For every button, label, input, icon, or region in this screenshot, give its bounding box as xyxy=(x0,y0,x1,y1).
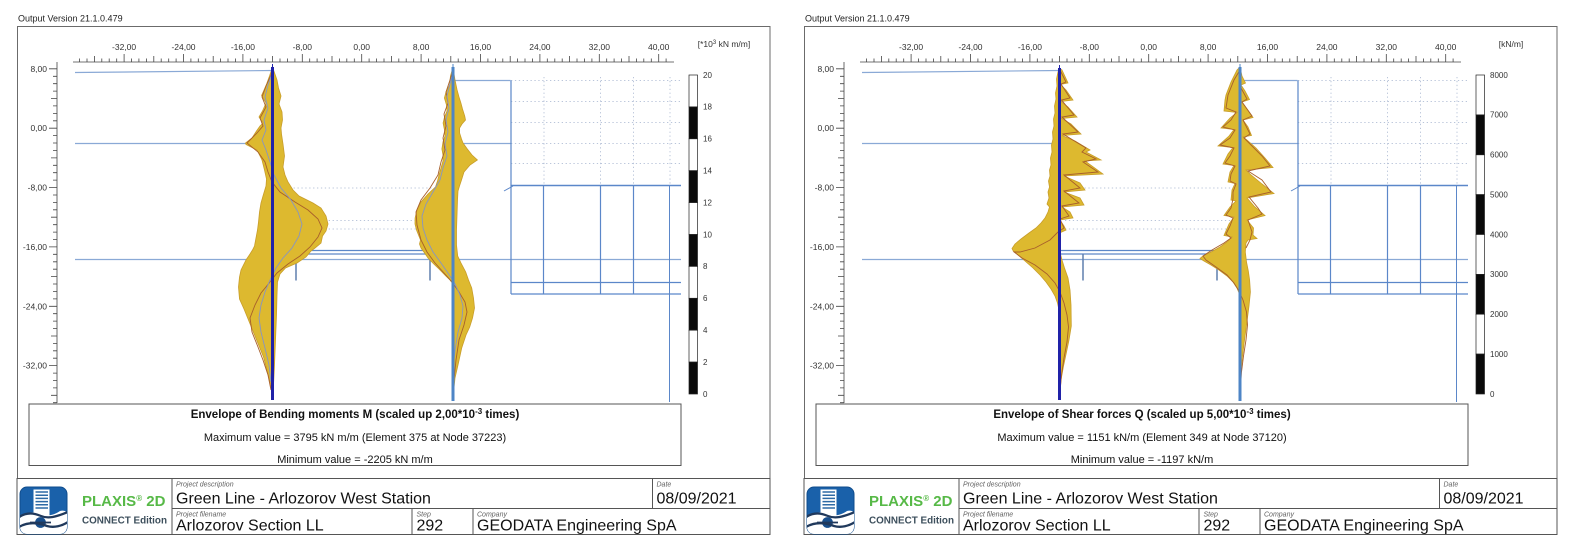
svg-text:292: 292 xyxy=(1204,518,1231,535)
svg-text:0: 0 xyxy=(1490,390,1495,399)
svg-text:8,00: 8,00 xyxy=(413,42,430,52)
svg-text:Company: Company xyxy=(477,512,507,519)
svg-text:4000: 4000 xyxy=(1490,230,1508,239)
svg-text:-16,00: -16,00 xyxy=(1018,42,1042,52)
svg-text:Date: Date xyxy=(657,482,672,489)
svg-text:24,00: 24,00 xyxy=(1316,42,1338,52)
svg-text:16,00: 16,00 xyxy=(470,42,492,52)
svg-text:-32,00: -32,00 xyxy=(810,361,834,371)
svg-text:Minimum value = -2205 kN m/m: Minimum value = -2205 kN m/m xyxy=(277,454,433,466)
svg-text:20: 20 xyxy=(703,71,712,80)
svg-text:7000: 7000 xyxy=(1490,111,1508,120)
svg-text:292: 292 xyxy=(417,518,444,535)
svg-text:-32,00: -32,00 xyxy=(899,42,923,52)
svg-text:-16,00: -16,00 xyxy=(23,242,47,252)
svg-text:0,00: 0,00 xyxy=(817,123,834,133)
svg-text:-24,00: -24,00 xyxy=(23,301,47,311)
svg-text:Step: Step xyxy=(417,512,432,519)
svg-text:-16,00: -16,00 xyxy=(231,42,255,52)
svg-text:Step: Step xyxy=(1204,512,1219,519)
svg-text:5000: 5000 xyxy=(1490,190,1508,199)
svg-text:16,00: 16,00 xyxy=(1257,42,1279,52)
svg-text:Arlozorov Section LL: Arlozorov Section LL xyxy=(963,518,1111,535)
svg-text:GEODATA Engineering SpA: GEODATA Engineering SpA xyxy=(477,518,677,535)
svg-text:0,00: 0,00 xyxy=(353,42,370,52)
svg-text:6000: 6000 xyxy=(1490,151,1508,160)
svg-text:2: 2 xyxy=(703,358,708,367)
svg-text:1000: 1000 xyxy=(1490,350,1508,359)
svg-text:Project filename: Project filename xyxy=(963,512,1013,519)
svg-text:0: 0 xyxy=(703,390,708,399)
svg-text:PLAXIS® 2D: PLAXIS® 2D xyxy=(869,493,953,510)
svg-text:[kN/m]: [kN/m] xyxy=(1499,39,1524,49)
svg-text:Date: Date xyxy=(1444,482,1459,489)
svg-text:18: 18 xyxy=(703,103,712,112)
svg-text:Maximum value = 3795 kN m/m (E: Maximum value = 3795 kN m/m (Element 375… xyxy=(204,432,506,444)
svg-text:8,00: 8,00 xyxy=(30,64,47,74)
svg-text:8,00: 8,00 xyxy=(1200,42,1217,52)
svg-text:Output Version 21.1.0.479: Output Version 21.1.0.479 xyxy=(805,14,910,24)
svg-text:-8,00: -8,00 xyxy=(1080,42,1100,52)
svg-text:Envelope of Shear forces Q (sc: Envelope of Shear forces Q (scaled up 5,… xyxy=(993,407,1290,421)
svg-text:3000: 3000 xyxy=(1490,270,1508,279)
svg-text:Project filename: Project filename xyxy=(176,512,226,519)
svg-text:-8,00: -8,00 xyxy=(293,42,313,52)
svg-text:Project description: Project description xyxy=(963,482,1021,489)
svg-text:40,00: 40,00 xyxy=(648,42,670,52)
svg-text:[*103 kN m/m]: [*103 kN m/m] xyxy=(698,39,750,49)
svg-text:0,00: 0,00 xyxy=(30,123,47,133)
svg-text:32,00: 32,00 xyxy=(589,42,611,52)
svg-text:08/09/2021: 08/09/2021 xyxy=(1444,491,1524,508)
svg-text:10: 10 xyxy=(703,230,712,239)
svg-text:Company: Company xyxy=(1264,512,1294,519)
svg-text:Project description: Project description xyxy=(176,482,234,489)
svg-text:8: 8 xyxy=(703,262,708,271)
svg-text:Green Line - Arlozorov West St: Green Line - Arlozorov West Station xyxy=(176,491,431,508)
svg-text:-24,00: -24,00 xyxy=(171,42,195,52)
svg-text:Arlozorov Section LL: Arlozorov Section LL xyxy=(176,518,324,535)
svg-text:Maximum value = 1151 kN/m (Ele: Maximum value = 1151 kN/m (Element 349 a… xyxy=(997,432,1286,444)
svg-text:14: 14 xyxy=(703,167,712,176)
svg-text:40,00: 40,00 xyxy=(1435,42,1457,52)
svg-text:32,00: 32,00 xyxy=(1376,42,1398,52)
svg-text:-24,00: -24,00 xyxy=(810,301,834,311)
svg-text:GEODATA Engineering SpA: GEODATA Engineering SpA xyxy=(1264,518,1464,535)
svg-text:Envelope of Bending moments M: Envelope of Bending moments M (scaled up… xyxy=(191,407,520,421)
svg-text:12: 12 xyxy=(703,198,712,207)
svg-text:8,00: 8,00 xyxy=(817,64,834,74)
svg-text:24,00: 24,00 xyxy=(529,42,551,52)
svg-text:-16,00: -16,00 xyxy=(810,242,834,252)
svg-text:Minimum value = -1197 kN/m: Minimum value = -1197 kN/m xyxy=(1071,454,1214,466)
svg-text:CONNECT Edition: CONNECT Edition xyxy=(869,515,954,527)
svg-text:0,00: 0,00 xyxy=(1140,42,1157,52)
svg-text:4: 4 xyxy=(703,326,708,335)
svg-text:2000: 2000 xyxy=(1490,310,1508,319)
svg-text:-32,00: -32,00 xyxy=(23,361,47,371)
svg-text:-32,00: -32,00 xyxy=(112,42,136,52)
svg-text:PLAXIS® 2D: PLAXIS® 2D xyxy=(82,493,166,510)
svg-text:6: 6 xyxy=(703,294,708,303)
svg-text:-24,00: -24,00 xyxy=(958,42,982,52)
svg-text:08/09/2021: 08/09/2021 xyxy=(657,491,737,508)
svg-text:-8,00: -8,00 xyxy=(28,183,48,193)
svg-text:CONNECT Edition: CONNECT Edition xyxy=(82,515,167,527)
svg-text:Green Line - Arlozorov West St: Green Line - Arlozorov West Station xyxy=(963,491,1218,508)
svg-text:-8,00: -8,00 xyxy=(815,183,835,193)
svg-text:16: 16 xyxy=(703,135,712,144)
svg-text:8000: 8000 xyxy=(1490,71,1508,80)
svg-text:Output Version 21.1.0.479: Output Version 21.1.0.479 xyxy=(18,14,123,24)
